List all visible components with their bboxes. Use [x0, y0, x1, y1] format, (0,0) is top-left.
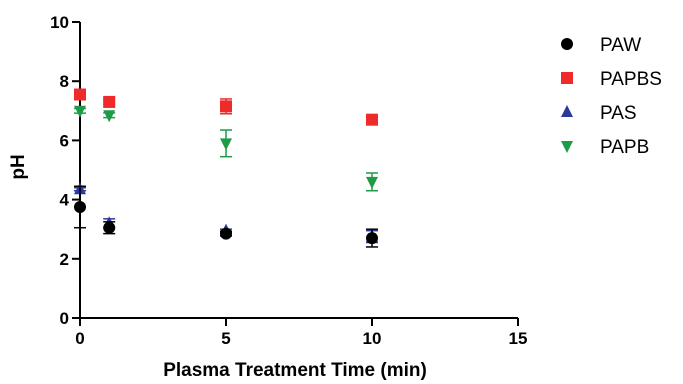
- legend-label: PAPBS: [600, 69, 662, 90]
- x-tick-label: 10: [363, 329, 382, 348]
- data-point: [366, 113, 378, 126]
- legend-item-papb: PAPB: [561, 137, 649, 158]
- series-papb: [74, 105, 378, 192]
- legend-item-paw: PAW: [561, 35, 641, 56]
- x-tick-label: 15: [509, 329, 528, 348]
- data-point: [74, 88, 86, 101]
- y-tick-label: 4: [60, 191, 70, 210]
- axes: 0 2 4 6 8 10 0 5 10 15: [50, 13, 527, 348]
- legend-item-pas: PAS: [561, 103, 637, 124]
- y-tick-label: 0: [60, 309, 69, 328]
- data-point: [366, 176, 378, 189]
- x-tick-label: 5: [221, 329, 230, 348]
- y-tick-label: 8: [60, 72, 69, 91]
- legend-marker: [561, 105, 573, 117]
- y-tick-label: 6: [60, 131, 69, 150]
- legend-label: PAPB: [600, 137, 649, 158]
- data-point: [103, 110, 116, 123]
- data-point: [74, 201, 86, 213]
- data-point: [220, 138, 232, 151]
- data-point: [103, 221, 116, 234]
- series-paw: [74, 185, 378, 248]
- data-point: [103, 95, 116, 108]
- x-axis-title: Plasma Treatment Time (min): [163, 360, 427, 381]
- y-ticks: 0 2 4 6 8 10: [50, 13, 80, 328]
- legend: PAW PAPBS PAS PAPB: [561, 35, 662, 158]
- x-tick-label: 0: [75, 329, 84, 348]
- legend-label: PAW: [600, 35, 641, 56]
- y-axis-title: pH: [8, 154, 29, 179]
- series-papbs: [74, 88, 378, 126]
- plot-marks: [74, 88, 378, 248]
- data-point: [74, 105, 86, 118]
- data-point: [220, 100, 232, 113]
- legend-marker: [561, 38, 573, 50]
- legend-item-papbs: PAPBS: [561, 69, 662, 90]
- data-point: [220, 227, 232, 240]
- data-point: [366, 232, 378, 245]
- x-ticks: 0 5 10 15: [75, 318, 527, 348]
- y-tick-label: 10: [50, 13, 69, 32]
- legend-marker: [561, 141, 573, 153]
- legend-label: PAS: [600, 103, 637, 124]
- y-tick-label: 2: [60, 250, 69, 269]
- legend-marker: [561, 72, 573, 84]
